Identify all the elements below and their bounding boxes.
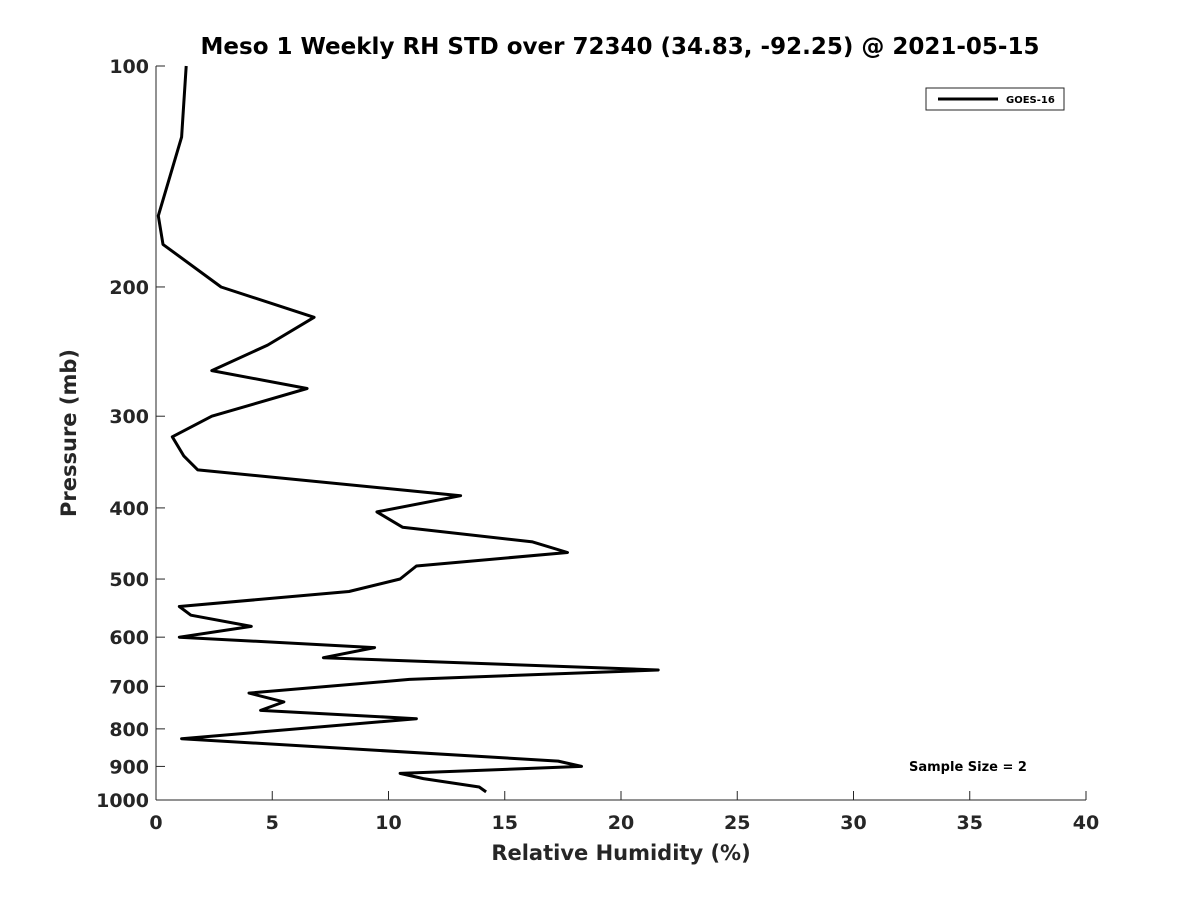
- plot-area: [156, 65, 660, 794]
- y-ticks: 100 200 300 400 500 600 700 800 900 1000: [96, 56, 165, 812]
- chart-title: Meso 1 Weekly RH STD over 72340 (34.83, …: [201, 34, 1040, 60]
- legend-label-goes-16: GOES-16: [1006, 95, 1055, 106]
- series-line-goes-16: [156, 65, 660, 794]
- y-tick-label: 100: [109, 56, 149, 78]
- x-tick-label: 30: [840, 812, 866, 834]
- y-tick-label: 400: [109, 498, 149, 520]
- y-tick-label: 600: [109, 627, 149, 649]
- y-tick-label: 700: [109, 676, 149, 698]
- y-tick-label: 300: [109, 406, 149, 428]
- y-axis-title: Pressure (mb): [57, 349, 81, 517]
- y-tick-label: 800: [109, 719, 149, 741]
- y-tick-label: 1000: [96, 790, 149, 812]
- x-tick-label: 35: [957, 812, 983, 834]
- sample-size-annotation: Sample Size = 2: [909, 760, 1027, 775]
- y-tick-label: 200: [109, 277, 149, 299]
- x-tick-label: 0: [149, 812, 162, 834]
- x-axis-title: Relative Humidity (%): [491, 841, 750, 865]
- x-tick-label: 5: [266, 812, 279, 834]
- legend: GOES-16: [925, 87, 1065, 111]
- y-tick-label: 900: [109, 756, 149, 778]
- x-tick-label: 15: [492, 812, 518, 834]
- x-tick-label: 40: [1073, 812, 1099, 834]
- x-ticks: 0 5 10 15 20 25 30 35 40: [149, 791, 1099, 834]
- x-tick-label: 25: [724, 812, 750, 834]
- x-tick-label: 10: [375, 812, 401, 834]
- y-tick-label: 500: [109, 569, 149, 591]
- x-tick-label: 20: [608, 812, 634, 834]
